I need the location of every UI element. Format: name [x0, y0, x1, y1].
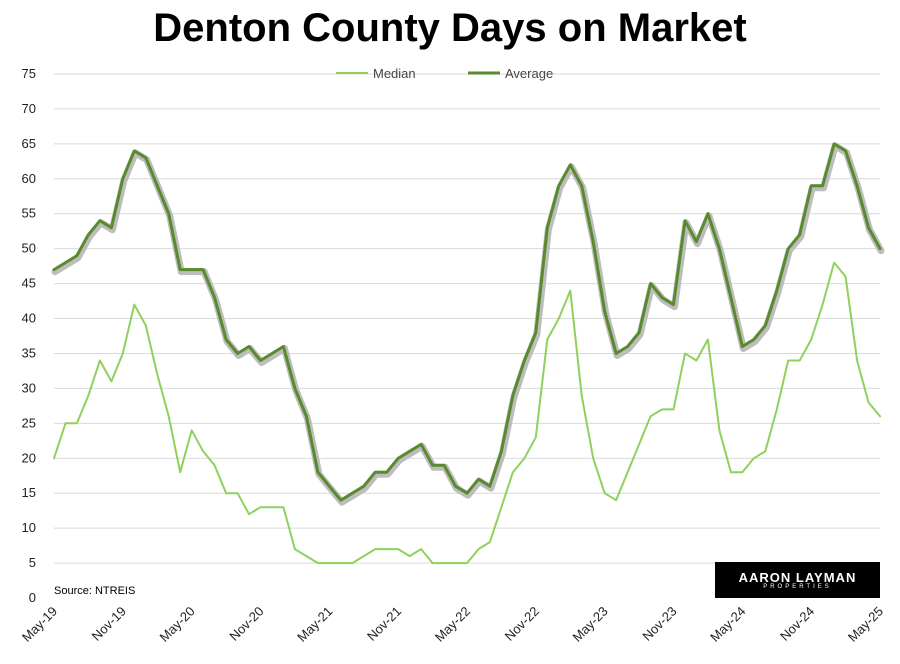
y-tick-label: 65 [22, 136, 36, 151]
y-tick-label: 75 [22, 66, 36, 81]
y-tick-label: 0 [29, 590, 36, 605]
legend: Median Average [336, 66, 553, 81]
series-line-average [52, 142, 882, 502]
x-tick-label: Nov-24 [777, 604, 817, 644]
y-tick-label: 5 [29, 555, 36, 570]
y-tick-label: 50 [22, 241, 36, 256]
x-tick-label: May-23 [570, 604, 611, 645]
legend-label-average: Average [505, 66, 553, 81]
y-tick-label: 70 [22, 101, 36, 116]
x-tick-label: May-24 [707, 604, 748, 645]
x-tick-label: Nov-22 [502, 604, 542, 644]
series-average-shadow [51, 142, 885, 506]
x-tick-label: Nov-23 [639, 604, 679, 644]
y-tick-label: 60 [22, 171, 36, 186]
logo-sub-text: PROPERTIES [763, 584, 832, 590]
series-line-median [53, 261, 881, 565]
x-tick-label: May-22 [432, 604, 473, 645]
brand-logo: AARON LAYMAN PROPERTIES [715, 562, 880, 598]
x-tick-label: May-19 [19, 604, 60, 645]
y-tick-label: 55 [22, 206, 36, 221]
x-tick-label: Nov-21 [364, 604, 404, 644]
x-axis-ticks: May-19 Nov-19 May-20 Nov-20 May-21 Nov-21 May-… [19, 604, 886, 645]
y-axis-ticks: 0 5 10 15 20 25 30 35 40 45 50 55 60 65 70 75 [22, 66, 36, 605]
y-tick-label: 30 [22, 380, 36, 395]
x-tick-label: May-20 [157, 604, 198, 645]
y-tick-label: 25 [22, 415, 36, 430]
y-tick-label: 45 [22, 276, 36, 291]
grid-lines [54, 73, 880, 564]
y-tick-label: 35 [22, 345, 36, 360]
y-tick-label: 40 [22, 311, 36, 326]
y-tick-label: 20 [22, 450, 36, 465]
source-label: Source: NTREIS [54, 585, 135, 597]
x-tick-label: May-21 [294, 604, 335, 645]
x-tick-label: Nov-19 [89, 604, 129, 644]
logo-main-text: AARON LAYMAN [738, 570, 857, 585]
legend-label-median: Median [373, 66, 416, 81]
y-tick-label: 15 [22, 485, 36, 500]
series-layer [51, 142, 885, 565]
x-tick-label: Nov-20 [226, 604, 266, 644]
y-tick-label: 10 [22, 520, 36, 535]
x-tick-label: May-25 [845, 604, 886, 645]
chart-title: Denton County Days on Market [153, 6, 747, 50]
